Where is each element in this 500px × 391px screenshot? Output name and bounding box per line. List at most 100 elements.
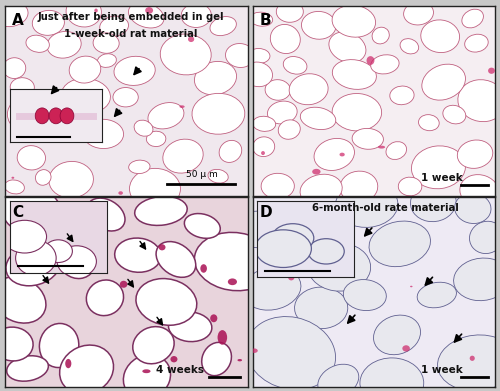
Ellipse shape [194,232,275,291]
Ellipse shape [314,138,354,170]
Ellipse shape [488,68,495,74]
Ellipse shape [400,39,418,54]
Ellipse shape [49,161,94,198]
Ellipse shape [86,280,124,316]
Ellipse shape [288,274,294,280]
Ellipse shape [219,140,242,162]
Ellipse shape [113,88,138,107]
Text: 4 weeks: 4 weeks [156,365,204,375]
Ellipse shape [8,95,58,135]
Ellipse shape [2,186,61,235]
Ellipse shape [282,206,337,244]
Ellipse shape [370,55,399,74]
Ellipse shape [366,56,374,65]
Text: 6-month-old rate material: 6-month-old rate material [312,203,459,213]
Ellipse shape [398,177,422,196]
Ellipse shape [200,264,207,273]
Ellipse shape [404,2,434,25]
Ellipse shape [378,146,385,149]
Ellipse shape [0,327,33,361]
Ellipse shape [332,5,376,37]
Ellipse shape [261,173,294,199]
Ellipse shape [26,35,50,52]
Ellipse shape [332,59,376,90]
Ellipse shape [374,315,420,355]
Ellipse shape [210,16,236,36]
Ellipse shape [0,1,28,27]
Ellipse shape [156,242,196,277]
Ellipse shape [192,93,245,134]
Text: C: C [12,205,24,220]
Ellipse shape [300,107,336,129]
Ellipse shape [312,169,320,174]
Ellipse shape [252,116,276,131]
Ellipse shape [12,177,14,179]
Ellipse shape [318,364,359,391]
Ellipse shape [100,16,128,36]
Ellipse shape [369,221,430,267]
Ellipse shape [226,43,254,68]
Ellipse shape [421,20,460,52]
Ellipse shape [460,175,499,208]
Ellipse shape [422,64,466,100]
Ellipse shape [181,4,212,27]
Ellipse shape [60,345,114,391]
Ellipse shape [124,355,170,391]
Ellipse shape [83,119,124,149]
Ellipse shape [250,12,272,26]
Ellipse shape [372,27,390,44]
Ellipse shape [114,238,161,272]
Ellipse shape [0,277,46,323]
Ellipse shape [134,120,153,136]
Ellipse shape [4,180,24,194]
Ellipse shape [268,101,297,124]
Ellipse shape [160,34,211,75]
Ellipse shape [134,196,187,226]
Ellipse shape [47,31,81,58]
Ellipse shape [340,152,345,156]
Ellipse shape [98,54,116,67]
Ellipse shape [248,48,270,63]
Ellipse shape [332,93,382,131]
Ellipse shape [470,221,500,253]
Ellipse shape [418,115,439,131]
Ellipse shape [329,32,366,63]
Ellipse shape [360,358,424,391]
Text: Just after being embedded in gel: Just after being embedded in gel [38,12,224,22]
Ellipse shape [243,62,272,87]
Ellipse shape [170,356,177,362]
Ellipse shape [36,170,51,185]
Ellipse shape [302,11,336,39]
Ellipse shape [464,34,488,52]
Text: B: B [260,13,272,29]
Ellipse shape [417,282,457,308]
Ellipse shape [276,1,303,22]
Ellipse shape [146,131,166,147]
Text: 1 week: 1 week [421,173,463,183]
Ellipse shape [69,56,101,83]
Ellipse shape [454,258,500,301]
Text: D: D [260,205,272,220]
Ellipse shape [148,102,184,129]
Ellipse shape [32,11,64,35]
Ellipse shape [228,278,237,285]
Ellipse shape [94,9,98,13]
Ellipse shape [410,183,456,222]
Ellipse shape [261,151,265,155]
Ellipse shape [128,160,150,174]
Text: 1-week-old rat material: 1-week-old rat material [64,29,198,39]
Ellipse shape [120,281,128,288]
Ellipse shape [390,86,414,105]
Ellipse shape [66,0,102,27]
Ellipse shape [218,330,227,345]
Ellipse shape [202,343,232,376]
Ellipse shape [57,237,96,278]
Ellipse shape [238,359,242,361]
Ellipse shape [93,33,119,53]
Ellipse shape [65,359,71,368]
Ellipse shape [438,335,500,391]
Ellipse shape [17,145,46,170]
Ellipse shape [114,56,155,85]
Ellipse shape [300,174,342,205]
Ellipse shape [158,244,166,250]
